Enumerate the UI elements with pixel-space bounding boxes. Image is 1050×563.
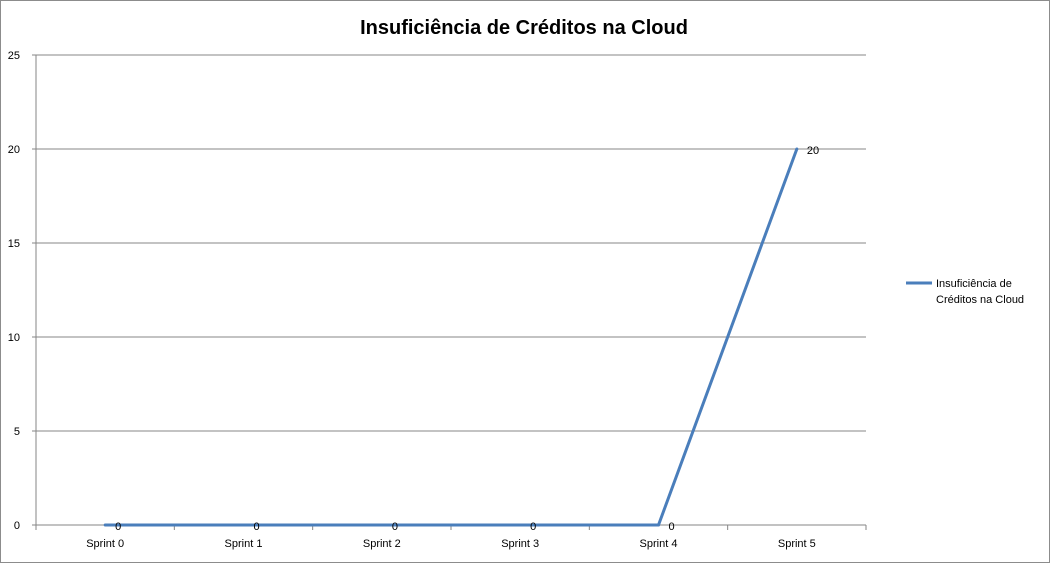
legend: Insuficiência de Créditos na Cloud [906,278,1024,306]
x-tick-labels: Sprint 0 Sprint 1 Sprint 2 Sprint 3 Sprint 4… [86,538,816,550]
x-tick-label: Sprint 1 [225,538,263,550]
legend-label-line-1: Insuficiência de [936,278,1012,290]
data-point [103,523,107,527]
data-point [518,523,522,527]
y-tick-label: 20 [8,144,20,156]
data-label: 0 [669,521,675,533]
y-tick-label: 5 [14,426,20,438]
y-tick-label: 0 [14,520,20,532]
x-tick-label: Sprint 4 [640,538,678,550]
axes [32,54,867,530]
data-labels: 0 0 0 0 0 20 [115,145,819,533]
data-label: 0 [115,521,121,533]
x-tick-label: Sprint 5 [778,538,816,550]
x-tick-label: Sprint 3 [501,538,539,550]
data-label: 0 [530,521,536,533]
data-label: 0 [392,521,398,533]
y-tick-label: 15 [8,238,20,250]
series-line [105,148,799,527]
gridlines [36,54,866,432]
chart-title: Insuficiência de Créditos na Cloud [360,17,688,39]
data-point [657,523,660,527]
y-tick-labels: 0 5 10 15 20 25 [8,50,20,532]
y-tick-label: 25 [8,50,20,62]
data-label: 0 [254,521,260,533]
x-tick-label: Sprint 0 [86,538,124,550]
data-point [380,523,384,527]
data-point [242,523,245,527]
data-label: 20 [807,145,819,157]
series-group [103,147,799,527]
y-tick-label: 10 [8,332,20,344]
x-tick-label: Sprint 2 [363,538,401,550]
data-point [795,147,799,151]
legend-label-line-2: Créditos na Cloud [936,294,1024,306]
